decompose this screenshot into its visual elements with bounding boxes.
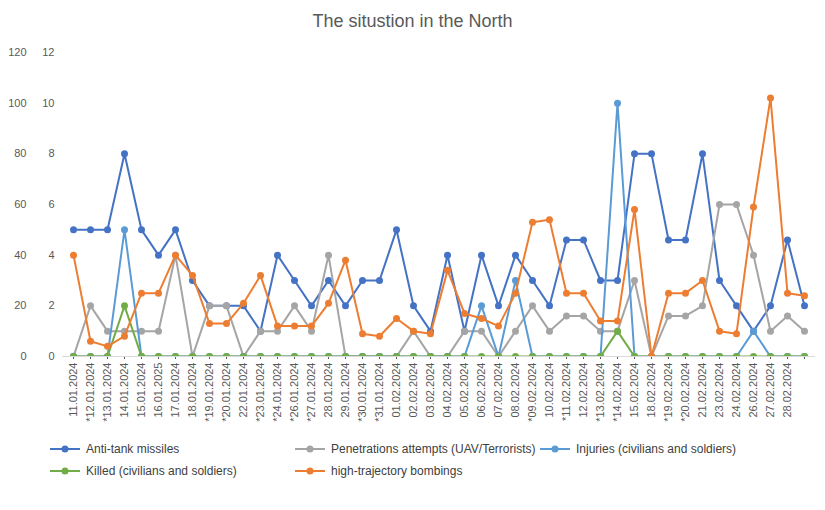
- svg-text:08.02.2024: 08.02.2024: [509, 363, 521, 418]
- svg-text:15.02.2024: 15.02.2024: [628, 363, 640, 418]
- svg-text:*19.01.2024: *19.01.2024: [203, 363, 215, 422]
- svg-text:24.02.2024: 24.02.2024: [730, 363, 742, 418]
- svg-text:*11.02.2024: *11.02.2024: [560, 363, 572, 422]
- svg-text:120: 120: [8, 46, 26, 58]
- svg-text:4: 4: [48, 249, 54, 261]
- svg-text:22.01.2024: 22.01.2024: [237, 363, 249, 418]
- svg-text:18.02.2024: 18.02.2024: [645, 363, 657, 418]
- svg-text:28.02.2024: 28.02.2024: [781, 363, 793, 418]
- svg-text:*27.01.2024: *27.01.2024: [305, 363, 317, 422]
- svg-text:100: 100: [8, 97, 26, 109]
- svg-text:18.01.2024: 18.01.2024: [186, 363, 198, 418]
- svg-text:*24.01.2024: *24.01.2024: [271, 363, 283, 422]
- svg-text:*12.01.2024: *12.01.2024: [84, 363, 96, 422]
- svg-text:2: 2: [48, 299, 54, 311]
- svg-text:14.01.2024: 14.01.2024: [118, 363, 130, 418]
- svg-text:*26.01.2024: *26.01.2024: [288, 363, 300, 422]
- html-text:Killed (civilians and soldiers: Killed (civilians and soldiers): [86, 464, 237, 478]
- svg-text:06.02.2024: 06.02.2024: [475, 363, 487, 418]
- svg-text:0: 0: [48, 350, 54, 362]
- html-text:high-trajectory bombings: high-trajectory bombings: [331, 464, 463, 478]
- svg-text:28.01.2024: 28.01.2024: [322, 363, 334, 418]
- svg-text:07.02.2024: 07.02.2024: [492, 363, 504, 418]
- html-text:The situstion in the North: The situstion in the North: [312, 11, 513, 31]
- svg-text:*09.02.2024: *09.02.2024: [526, 363, 538, 422]
- svg-text:*13.01.2024: *13.01.2024: [101, 363, 113, 422]
- svg-text:6: 6: [48, 198, 54, 210]
- svg-text:40: 40: [14, 249, 26, 261]
- svg-text:23.02.2024: 23.02.2024: [713, 363, 725, 418]
- svg-text:02.02.2024: 02.02.2024: [407, 363, 419, 418]
- svg-text:01.02.2024: 01.02.2024: [390, 363, 402, 418]
- html-text:Injuries (civilians and soldie: Injuries (civilians and soldiers): [576, 442, 737, 456]
- svg-text:17.01.2024: 17.01.2024: [169, 363, 181, 418]
- svg-text:11.01.2024: 11.01.2024: [67, 363, 79, 417]
- svg-text:15.01.2024: 15.01.2024: [135, 363, 147, 418]
- svg-text:*31.01.2024: *31.01.2024: [373, 363, 385, 422]
- svg-text:16.01.2025: 16.01.2025: [152, 363, 164, 418]
- svg-text:27.02.2024: 27.02.2024: [764, 363, 776, 418]
- svg-text:60: 60: [14, 198, 26, 210]
- svg-text:03.02.2024: 03.02.2024: [424, 363, 436, 418]
- svg-text:20: 20: [14, 299, 26, 311]
- svg-text:10: 10: [42, 97, 54, 109]
- svg-text:80: 80: [14, 147, 26, 159]
- svg-text:*23.01.2024: *23.01.2024: [254, 363, 266, 422]
- svg-text:*30.01.2024: *30.01.2024: [356, 363, 368, 422]
- svg-text:12: 12: [42, 46, 54, 58]
- svg-text:12.02.2024: 12.02.2024: [577, 363, 589, 418]
- svg-text:*13.02.2024: *13.02.2024: [594, 363, 606, 422]
- svg-text:26.02.2024: 26.02.2024: [747, 363, 759, 418]
- svg-text:8: 8: [48, 147, 54, 159]
- svg-text:04.02.2024: 04.02.2024: [441, 363, 453, 418]
- svg-text:*19.02.2024: *19.02.2024: [662, 363, 674, 422]
- svg-text:0: 0: [20, 350, 26, 362]
- svg-text:*20.02.2024: *20.02.2024: [679, 363, 691, 422]
- html-text:Anti-tank missiles: Anti-tank missiles: [86, 442, 180, 456]
- html-text:Penetrations attempts (UAV/Ter: Penetrations attempts (UAV/Terrorists): [331, 442, 536, 456]
- svg-text:29.01.2024: 29.01.2024: [339, 363, 351, 418]
- svg-text:10.02.2024: 10.02.2024: [543, 363, 555, 418]
- svg-text:21.02.2024: 21.02.2024: [696, 363, 708, 418]
- svg-text:*20.01.2024: *20.01.2024: [220, 363, 232, 422]
- svg-text:05.02.2024: 05.02.2024: [458, 363, 470, 418]
- svg-text:*14.02.2024: *14.02.2024: [611, 363, 623, 422]
